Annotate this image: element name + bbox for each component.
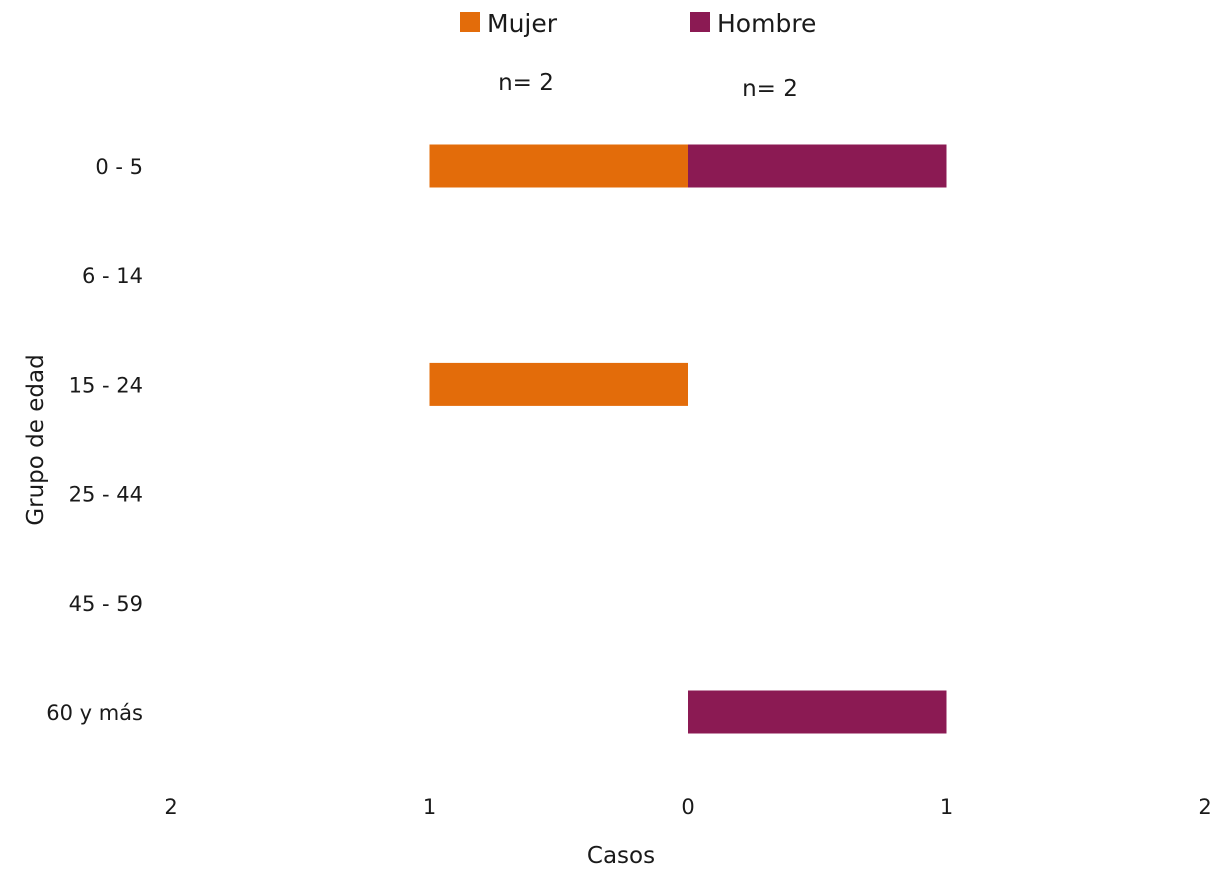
x-tick-label: 1 <box>940 795 953 819</box>
x-tick-label: 1 <box>423 795 436 819</box>
x-axis-title: Casos <box>587 843 655 869</box>
y-tick-labels: 0 - 5 6 - 14 15 - 24 25 - 44 45 - 59 60 y más <box>46 155 143 725</box>
y-axis-title: Grupo de edad <box>23 354 49 525</box>
x-tick-label: 0 <box>681 795 694 819</box>
bar-mujer-15-24 <box>429 362 688 406</box>
legend-swatch-hombre <box>690 12 710 32</box>
y-tick-label: 6 - 14 <box>82 264 143 288</box>
bar-hombre-0-5 <box>688 144 947 188</box>
x-tick-labels: 2 1 0 1 2 <box>164 795 1211 819</box>
legend: Mujer Hombre <box>460 9 816 38</box>
legend-label-hombre: Hombre <box>717 9 816 38</box>
n-annotation-hombre: n= 2 <box>742 76 798 102</box>
n-annotation-mujer: n= 2 <box>498 70 554 96</box>
bar-hombre-60-y-m-s <box>688 690 947 734</box>
y-tick-label: 0 - 5 <box>95 155 143 179</box>
bars <box>429 144 947 734</box>
y-tick-label: 25 - 44 <box>69 483 143 507</box>
y-tick-label: 45 - 59 <box>69 592 143 616</box>
y-tick-label: 15 - 24 <box>69 373 143 397</box>
x-tick-label: 2 <box>1198 795 1211 819</box>
y-tick-label: 60 y más <box>46 701 143 725</box>
x-tick-label: 2 <box>164 795 177 819</box>
bar-mujer-0-5 <box>429 144 688 188</box>
annotations: n= 2 n= 2 <box>498 70 798 102</box>
legend-swatch-mujer <box>460 12 480 32</box>
legend-label-mujer: Mujer <box>487 9 558 38</box>
